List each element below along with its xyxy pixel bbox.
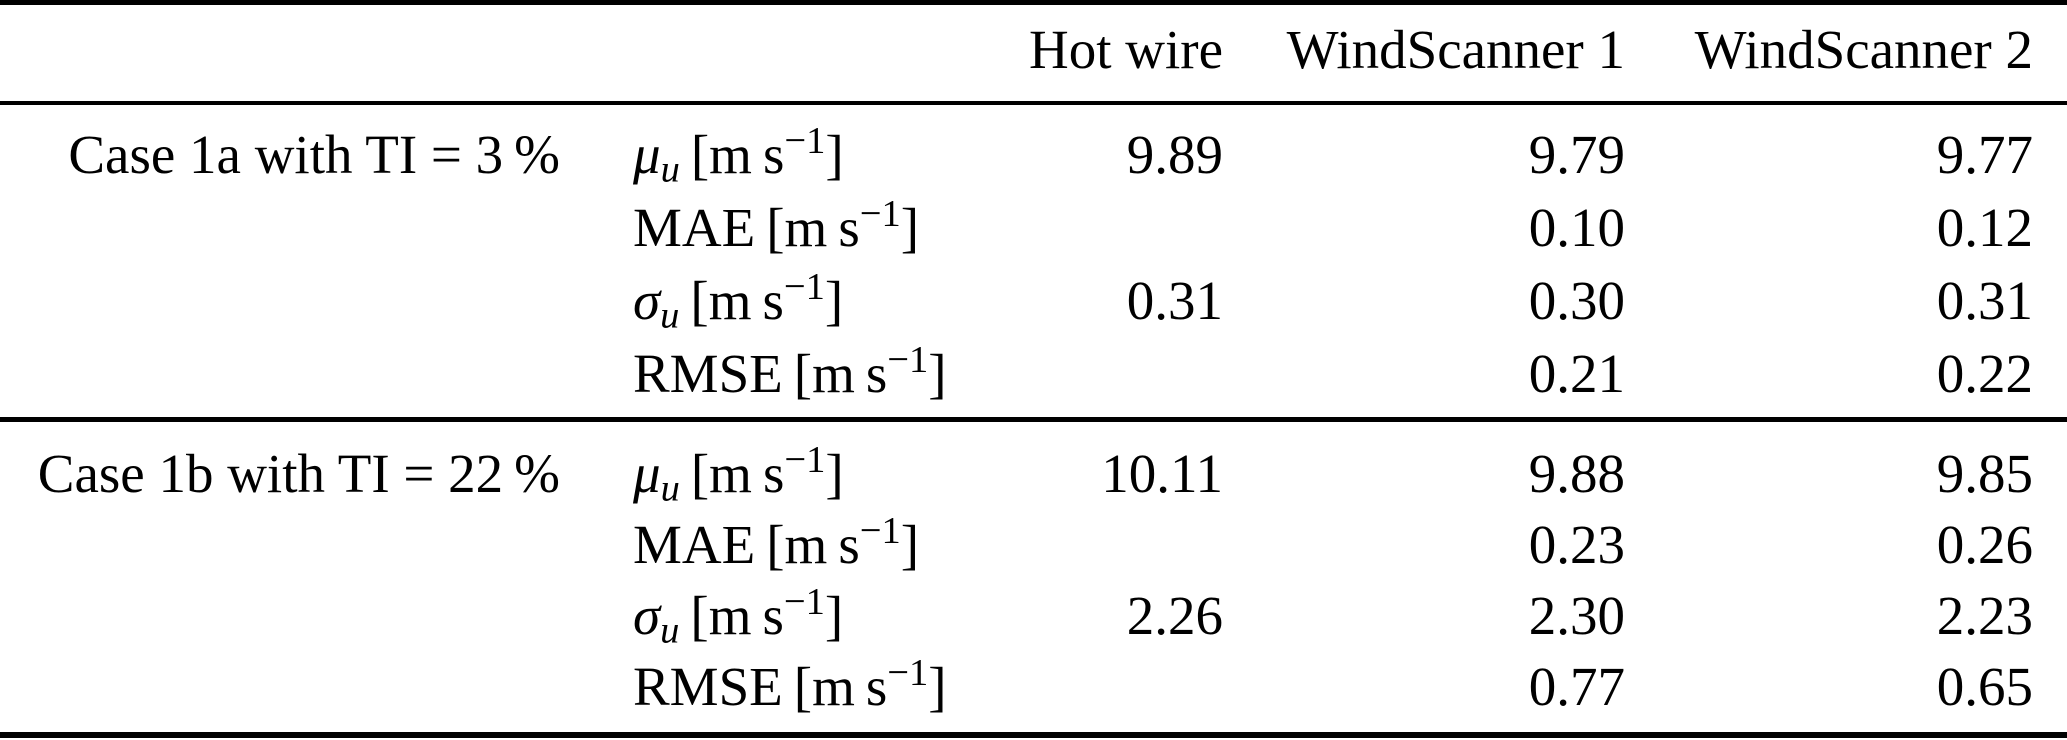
table-row: MAE [m s−1] 0.23 0.26: [0, 509, 2067, 580]
value-windscanner-1: 2.30: [1528, 585, 1625, 646]
table-row: RMSE [m s−1] 0.21 0.22: [0, 337, 2067, 410]
unit-open: [m s: [690, 270, 784, 331]
unit-open: [m s: [766, 514, 860, 575]
unit-close: ]: [928, 656, 947, 717]
unit-open: [m s: [766, 197, 860, 258]
value-windscanner-2: 9.85: [1936, 443, 2033, 504]
value-hot-wire: 9.89: [1126, 124, 1223, 185]
metric-symbol: σ: [633, 270, 661, 331]
unit-open: [m s: [690, 443, 785, 504]
metric-symbol: μ: [633, 443, 661, 504]
case-1a-section: Case 1a with TI = 3 % μu [m s−1] 9.89 9.7…: [0, 105, 2067, 410]
unit-exponent: −1: [783, 580, 825, 623]
unit-close: ]: [928, 343, 947, 404]
value-windscanner-1: 9.88: [1528, 443, 1625, 504]
column-header-hot-wire: Hot wire: [1029, 19, 1223, 80]
table-header-row: Hot wire WindScanner 1 WindScanner 2: [0, 5, 2067, 101]
metric-symbol: RMSE: [633, 343, 783, 404]
unit-exponent: −1: [887, 338, 929, 381]
value-windscanner-2: 0.12: [1936, 197, 2033, 258]
value-windscanner-1: 0.23: [1528, 514, 1625, 575]
value-windscanner-2: 0.22: [1936, 343, 2033, 404]
value-hot-wire: 10.11: [1101, 443, 1223, 504]
metric-label: σu [m s−1]: [633, 580, 960, 651]
unit-close: ]: [900, 197, 920, 258]
value-windscanner-2: 9.77: [1936, 124, 2033, 185]
unit-close: ]: [824, 585, 844, 646]
value-windscanner-1: 0.30: [1528, 270, 1625, 331]
case-1b-section: Case 1b with TI = 22 % μu [m s−1] 10.11 9…: [0, 422, 2067, 722]
unit-exponent: −1: [783, 265, 825, 308]
unit-exponent: −1: [859, 192, 901, 235]
value-hot-wire: 0.31: [1126, 270, 1223, 331]
metric-symbol: σ: [633, 585, 661, 646]
unit-exponent: −1: [887, 651, 929, 694]
table-row: Case 1a with TI = 3 % μu [m s−1] 9.89 9.7…: [0, 118, 2067, 191]
unit-exponent: −1: [859, 509, 901, 552]
unit-open: [m s: [793, 656, 888, 717]
column-header-windscanner-1: WindScanner 1: [1286, 19, 1625, 80]
metric-subscript: u: [660, 294, 680, 337]
metric-symbol: MAE: [633, 197, 756, 258]
metric-subscript: u: [660, 148, 680, 191]
case-label: Case 1b with TI = 22 %: [37, 443, 560, 504]
metric-label: μu [m s−1]: [633, 438, 960, 509]
metric-subscript: u: [660, 467, 680, 510]
metric-label: MAE [m s−1]: [633, 509, 960, 580]
section-separator-rule: [0, 417, 2067, 422]
table-row: σu [m s−1] 0.31 0.30 0.31: [0, 264, 2067, 337]
value-windscanner-2: 0.26: [1936, 514, 2033, 575]
metric-subscript: u: [660, 609, 680, 652]
unit-close: ]: [824, 270, 844, 331]
table-top-rule: [0, 0, 2067, 5]
value-windscanner-2: 2.23: [1936, 585, 2033, 646]
metric-label: μu [m s−1]: [633, 118, 960, 191]
header-separator-rule: [0, 101, 2067, 105]
unit-close: ]: [900, 514, 920, 575]
value-windscanner-1: 9.79: [1528, 124, 1625, 185]
table-row: Case 1b with TI = 22 % μu [m s−1] 10.11 9…: [0, 438, 2067, 509]
metric-symbol: RMSE: [633, 656, 783, 717]
metric-symbol: MAE: [633, 514, 756, 575]
metric-label: MAE [m s−1]: [633, 191, 960, 264]
unit-open: [m s: [690, 124, 785, 185]
table-bottom-rule: [0, 732, 2067, 738]
value-windscanner-2: 0.65: [1936, 656, 2033, 717]
unit-close: ]: [825, 124, 844, 185]
metric-symbol: μ: [633, 124, 661, 185]
metric-label: RMSE [m s−1]: [633, 651, 960, 722]
unit-exponent: −1: [784, 119, 826, 162]
value-hot-wire: 2.26: [1126, 585, 1223, 646]
unit-open: [m s: [793, 343, 888, 404]
unit-close: ]: [825, 443, 844, 504]
unit-open: [m s: [690, 585, 784, 646]
value-windscanner-1: 0.10: [1528, 197, 1625, 258]
metric-label: σu [m s−1]: [633, 264, 960, 337]
metric-label: RMSE [m s−1]: [633, 337, 960, 410]
table-row: MAE [m s−1] 0.10 0.12: [0, 191, 2067, 264]
table-row: RMSE [m s−1] 0.77 0.65: [0, 651, 2067, 722]
value-windscanner-1: 0.77: [1528, 656, 1625, 717]
value-windscanner-2: 0.31: [1936, 270, 2033, 331]
value-windscanner-1: 0.21: [1528, 343, 1625, 404]
case-label: Case 1a with TI = 3 %: [68, 124, 560, 185]
table-row: σu [m s−1] 2.26 2.30 2.23: [0, 580, 2067, 651]
column-header-windscanner-2: WindScanner 2: [1694, 19, 2033, 80]
unit-exponent: −1: [784, 438, 826, 481]
